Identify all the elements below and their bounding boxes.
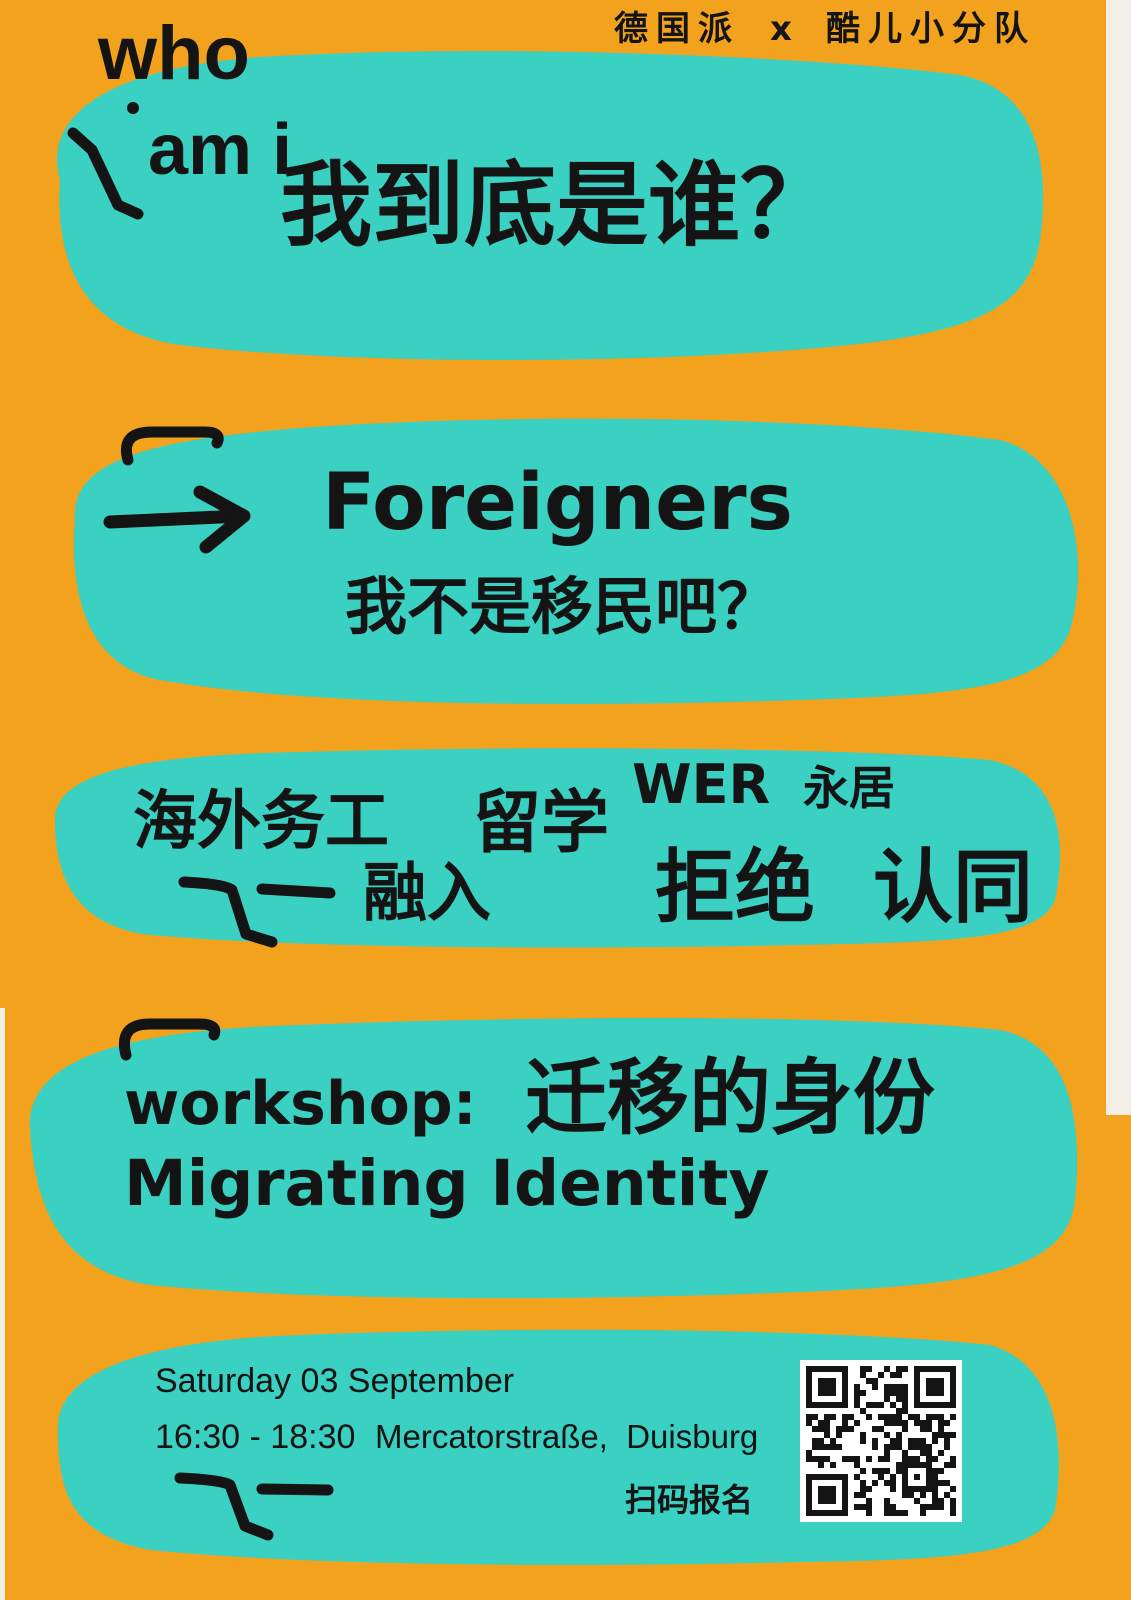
squiggle-who-am-i-icon (67, 102, 144, 220)
qr-code-icon (800, 1360, 962, 1522)
keyword-reject: 拒绝 (655, 841, 815, 934)
workshop-label: workshop: (124, 1069, 477, 1139)
scan-border-left (0, 1008, 5, 1600)
scan-border-right (1106, 0, 1131, 1115)
event-time: 16:30 - 18:30 (155, 1418, 356, 1456)
title-question-zh: 我到底是谁？ (280, 152, 833, 259)
keyword-identity: 认同 (873, 841, 1033, 934)
title-am-i: am i (148, 110, 293, 190)
workshop-title-en: Migrating Identity (124, 1147, 770, 1220)
turquoise-blob-keywords (55, 748, 1061, 948)
turquoise-blob-foreigners (73, 418, 1079, 704)
keyword-study-abroad: 留学 (473, 784, 610, 863)
foreigners-subtitle: 我不是移民吧？ (345, 570, 780, 643)
keyword-wer: WER (632, 753, 771, 816)
event-location: Mercatorstraße, Duisburg (375, 1418, 759, 1455)
keyword-permanent-residence: 永居 (803, 761, 895, 815)
event-date: Saturday 03 September (155, 1362, 515, 1400)
title-who: who (98, 11, 250, 96)
hook-mark-foreigners-icon (121, 426, 224, 466)
organizer-separator: x (770, 9, 792, 49)
foreigners-heading: Foreigners (322, 458, 793, 548)
keyword-integration: 融入 (363, 857, 491, 931)
arrow-right-icon (103, 485, 251, 554)
squiggle-event-icon (174, 1472, 334, 1541)
signup-label: 扫码报名 (625, 1481, 754, 1519)
turquoise-blob-workshop (29, 1018, 1078, 1299)
workshop-title-zh: 迁移的身份 (525, 1051, 936, 1146)
turquoise-blob-title (57, 51, 1044, 360)
squiggle-keywords-icon (178, 876, 336, 948)
organizer-name-right: 酷儿小分队 (826, 9, 1036, 49)
hook-mark-workshop-icon (119, 1018, 221, 1061)
organizer-name-left: 德国派 (614, 9, 740, 49)
keyword-overseas-work: 海外务工 (133, 785, 389, 859)
